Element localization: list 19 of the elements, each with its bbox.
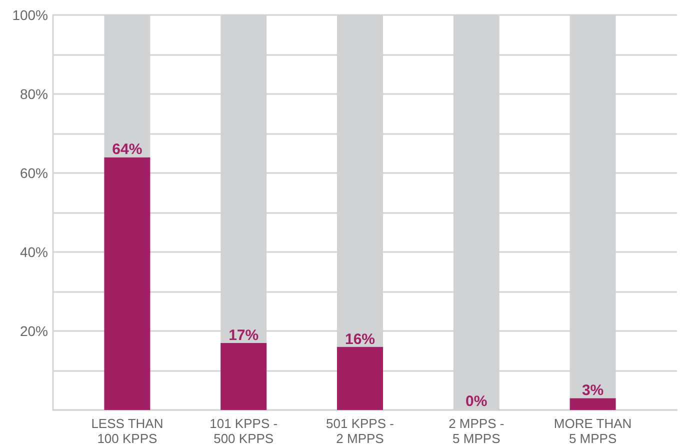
- y-tick-label: 60%: [20, 165, 48, 181]
- x-tick-label: 2 MPPS - 5 MPPS: [448, 416, 504, 446]
- x-tick-label: MORE THAN 5 MPPS: [554, 416, 632, 446]
- data-label: 0%: [466, 393, 488, 410]
- data-label: 17%: [228, 326, 259, 344]
- bar: [104, 157, 150, 410]
- bar: [337, 346, 383, 410]
- x-tick-label: 501 KPPS - 2 MPPS: [326, 416, 394, 446]
- data-label: 16%: [344, 330, 376, 348]
- bar: [570, 398, 616, 410]
- y-tick-label: 20%: [20, 323, 48, 339]
- data-label: 64%: [112, 141, 142, 158]
- y-tick-label: 80%: [20, 86, 48, 102]
- x-tick-label: LESS THAN 100 KPPS: [91, 416, 164, 446]
- y-tick-label: 100%: [12, 7, 48, 23]
- x-tick-label: 101 KPPS - 500 KPPS: [210, 416, 278, 446]
- bar: [220, 342, 267, 410]
- data-label: 3%: [582, 382, 604, 400]
- y-tick-label: 40%: [20, 244, 48, 260]
